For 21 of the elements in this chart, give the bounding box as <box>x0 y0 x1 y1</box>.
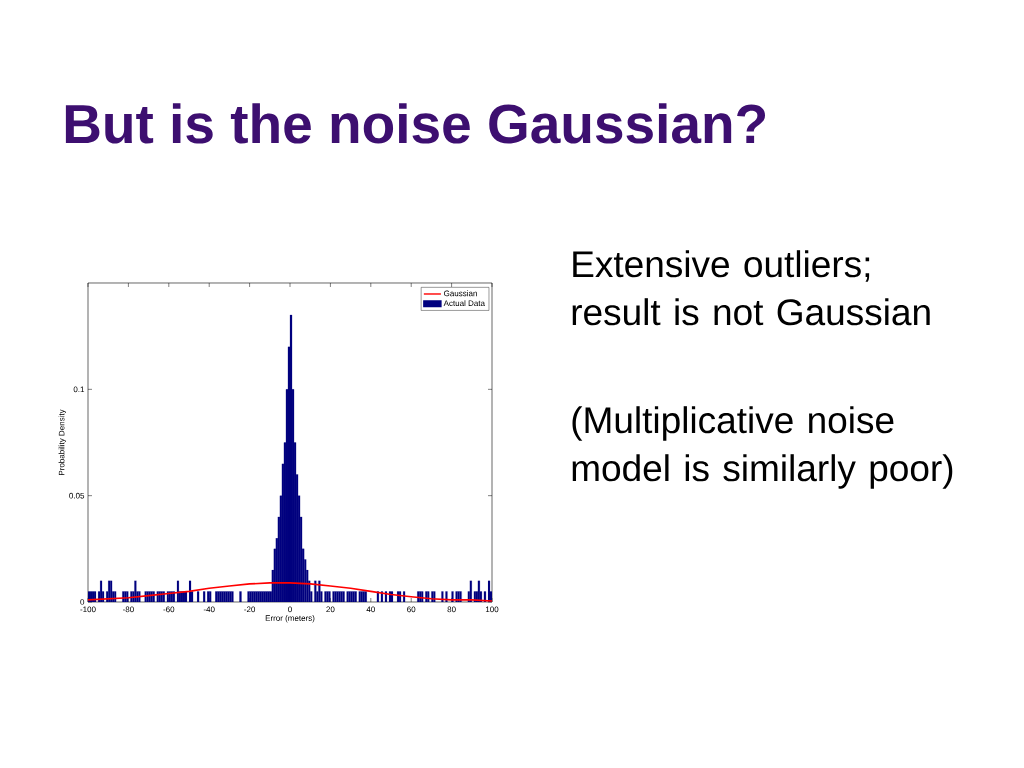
x-tick-label: -80 <box>122 606 134 613</box>
y-tick-label: 0.05 <box>69 492 85 499</box>
legend-label: Actual Data <box>443 300 485 307</box>
x-tick-label: 60 <box>407 606 416 613</box>
chart-title: But is the noise Gaussian? <box>65 103 765 144</box>
x-tick-label: 40 <box>366 606 375 613</box>
text: (Multiplicative noise model is similarly poor) <box>572 406 953 489</box>
x-tick-label: -100 <box>80 606 96 613</box>
x-tick-label: -60 <box>163 606 175 613</box>
text: Extensive outliers; result is not Gaussian <box>572 250 930 326</box>
x-tick-label: 100 <box>485 606 499 613</box>
y-tick-label: 0 <box>80 599 85 605</box>
x-tick-label: 80 <box>447 606 456 613</box>
y-axis-title: Probability Density <box>58 409 67 475</box>
x-tick-label: -40 <box>203 606 215 613</box>
y-tick-label: 0.1 <box>73 386 85 393</box>
x-tick-label: 0 <box>288 606 292 613</box>
legend-label: Gaussian <box>444 290 477 297</box>
x-tick-label: 20 <box>326 606 335 613</box>
x-tick-label: -20 <box>244 606 256 613</box>
x-axis-title: Error (meters) <box>265 615 315 623</box>
